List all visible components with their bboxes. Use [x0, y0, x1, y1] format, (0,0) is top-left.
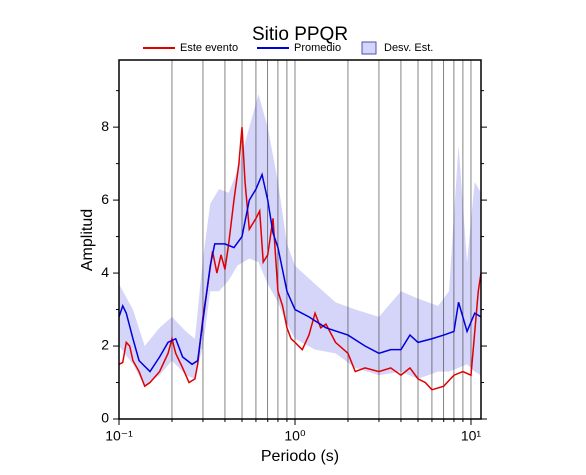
chart-title: Sitio PPQR — [252, 24, 348, 45]
y-tick-label: 6 — [101, 191, 109, 207]
y-tick-label: 8 — [101, 118, 109, 134]
legend-label: Promedio — [294, 42, 341, 54]
x-axis-label: Periodo (s) — [261, 448, 339, 465]
legend-swatch — [361, 41, 377, 55]
legend-label: Este evento — [180, 42, 238, 54]
y-tick-label: 0 — [101, 410, 109, 426]
x-tick-label: 10⁰ — [284, 428, 306, 444]
plot-frame — [118, 59, 482, 420]
x-tick-label: 10¹ — [461, 428, 482, 444]
x-tick-label: 10⁻¹ — [105, 428, 133, 444]
legend-label: Desv. Est. — [384, 42, 433, 54]
series-line — [118, 172, 482, 373]
y-tick-label: 2 — [101, 337, 109, 353]
y-tick-label: 4 — [101, 264, 109, 280]
std-band — [119, 94, 481, 387]
y-axis-label: Amplitud — [79, 209, 96, 271]
